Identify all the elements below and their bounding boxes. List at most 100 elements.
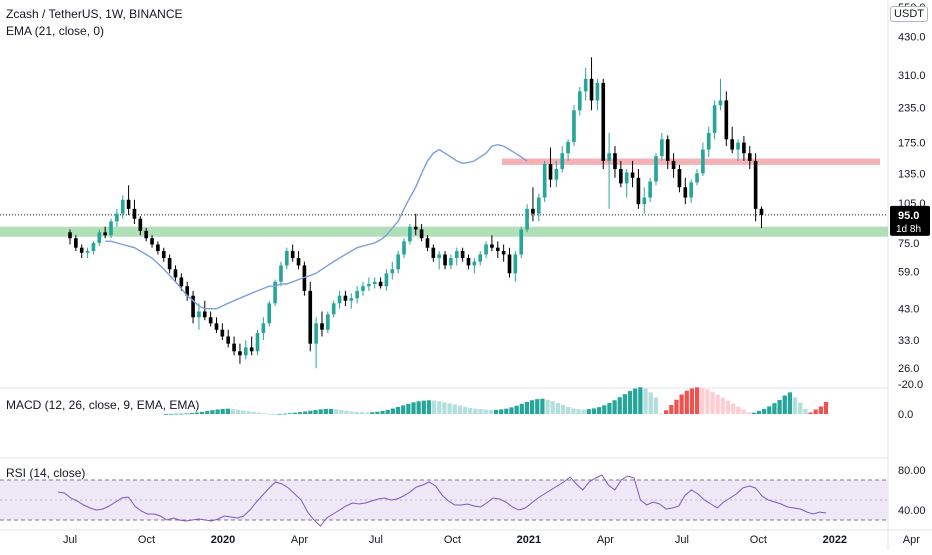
macd-bar <box>607 403 612 414</box>
candle <box>648 177 652 202</box>
macd-bar <box>535 399 540 414</box>
candle <box>349 293 354 309</box>
candle-body <box>402 241 406 255</box>
macd-bar <box>782 395 787 414</box>
candle <box>191 290 195 324</box>
ema-legend[interactable]: EMA (21, close, 0) <box>6 24 105 38</box>
candle <box>431 244 436 262</box>
candle-body <box>161 251 166 259</box>
time-tick-label: 2021 <box>517 534 541 546</box>
candle <box>109 218 113 239</box>
candle <box>519 226 524 259</box>
candle-body <box>378 281 383 287</box>
price-badge-countdown: 1d 8h <box>896 224 921 235</box>
macd-bar <box>416 401 421 414</box>
macd-bar <box>406 403 411 414</box>
candle-body <box>220 329 225 337</box>
candle-body <box>607 153 611 161</box>
candle <box>560 146 565 173</box>
macd-bar <box>576 409 581 414</box>
candle <box>372 277 377 289</box>
candle <box>314 317 318 369</box>
candle-body <box>583 78 588 92</box>
macd-legend[interactable]: MACD (12, 26, close, 9, EMA, EMA) <box>6 398 200 412</box>
candle-body <box>660 139 664 157</box>
macd-bar <box>700 387 705 414</box>
price-tick-label: 310.0 <box>898 70 926 82</box>
candle <box>202 300 207 321</box>
candle <box>460 247 465 262</box>
candle-body <box>636 177 641 205</box>
time-tick-label: 2022 <box>823 534 847 546</box>
candle <box>677 164 682 193</box>
candle-body <box>185 286 190 296</box>
candle <box>367 277 371 291</box>
candle-body <box>349 298 354 301</box>
candle <box>630 160 635 188</box>
candle-body <box>630 172 635 178</box>
candle-body <box>730 139 734 150</box>
candle-body <box>408 226 412 242</box>
macd-bar <box>705 389 710 414</box>
candle <box>249 336 254 356</box>
macd-bar <box>756 410 762 414</box>
rsi-tick-label: 40.00 <box>898 505 926 517</box>
macd-bar <box>684 390 689 414</box>
candle-body <box>202 311 207 318</box>
time-tick-label: Oct <box>138 534 155 546</box>
candle-body <box>665 139 670 161</box>
candle-body <box>654 156 658 182</box>
candle <box>531 187 535 222</box>
macd-bar <box>803 408 808 414</box>
macd-bar <box>514 405 519 414</box>
macd-bar <box>432 400 437 414</box>
candle <box>437 251 441 270</box>
candle-body <box>214 323 219 330</box>
candle <box>220 323 225 341</box>
candle-body <box>437 254 441 259</box>
macd-bar <box>174 413 179 415</box>
candle <box>478 251 483 266</box>
symbol-title[interactable]: Zcash / TetherUS, 1W, BINANCE <box>6 7 183 21</box>
candle <box>495 241 500 259</box>
macd-bar <box>571 408 576 414</box>
candle <box>548 147 553 188</box>
candle <box>279 261 283 287</box>
candle <box>607 132 611 209</box>
candle-body <box>595 82 600 101</box>
candle <box>712 100 717 140</box>
macd-bar <box>210 410 215 414</box>
candle <box>302 261 307 296</box>
macd-bar <box>179 413 184 415</box>
candle <box>730 126 734 154</box>
candle-body <box>79 247 84 253</box>
macd-bar <box>437 401 442 414</box>
macd-bar <box>694 387 700 414</box>
macd-bar <box>261 413 267 415</box>
macd-bar <box>287 413 292 415</box>
candle-body <box>460 251 465 259</box>
macd-bar <box>504 408 509 414</box>
rsi-legend[interactable]: RSI (14, close) <box>6 466 86 480</box>
currency-unit-button[interactable]: USDT <box>890 6 928 22</box>
candle <box>197 303 201 330</box>
candle-body <box>173 269 178 278</box>
candle <box>706 126 711 157</box>
macd-bar <box>323 408 328 414</box>
candle-body <box>267 303 272 324</box>
candle-body <box>736 142 740 150</box>
macd-bar <box>225 408 230 414</box>
candle-body <box>701 149 705 174</box>
macd-bar <box>349 411 354 414</box>
candle-body <box>648 181 652 198</box>
candle <box>261 317 266 341</box>
candle <box>156 241 160 255</box>
macd-bar <box>581 409 586 414</box>
macd-bar <box>380 410 385 414</box>
candle-body <box>536 197 541 214</box>
candle-body <box>695 173 699 183</box>
candle-body <box>531 208 535 214</box>
